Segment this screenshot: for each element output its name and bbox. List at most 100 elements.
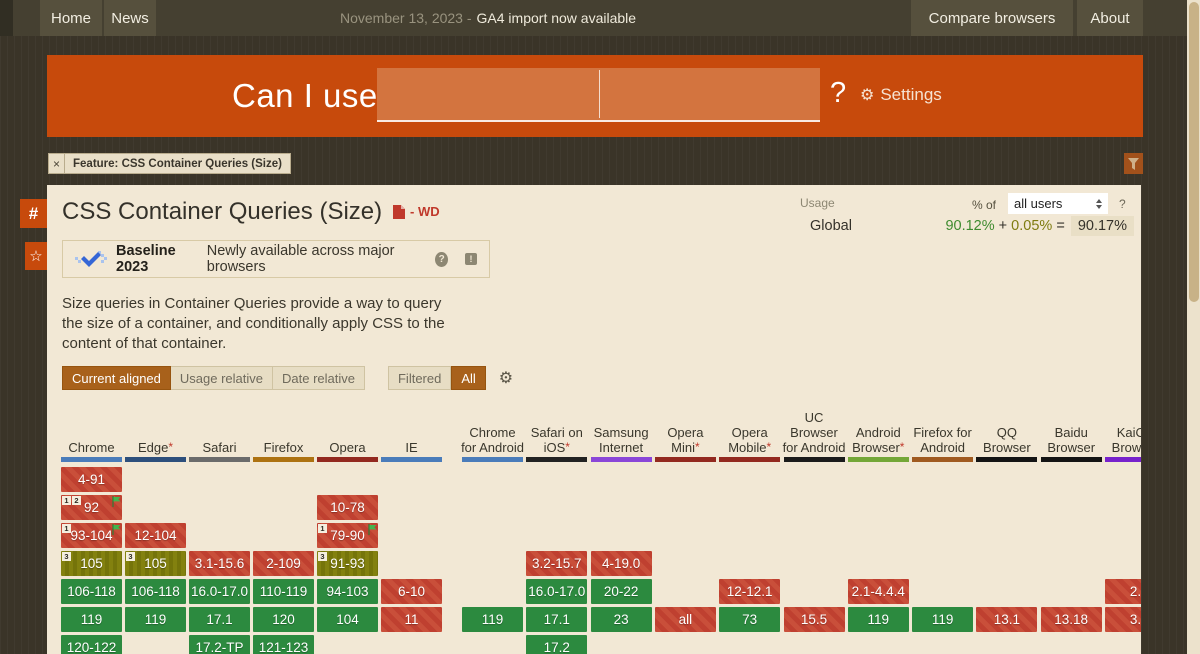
- note-badges: 1: [62, 524, 71, 533]
- usage-source-value: all users: [1014, 196, 1063, 211]
- nav-news[interactable]: News: [104, 0, 156, 36]
- browser-color-bar: [783, 457, 845, 462]
- support-cell[interactable]: 120: [253, 607, 314, 632]
- support-cell[interactable]: 121-123: [253, 635, 314, 654]
- support-cell[interactable]: 20-22: [590, 579, 652, 604]
- support-cell[interactable]: 2.: [1105, 579, 1141, 604]
- flag-icon: [112, 523, 121, 538]
- support-cell[interactable]: 3.2-15.7: [526, 551, 588, 576]
- nav-about[interactable]: About: [1077, 0, 1143, 36]
- page-scrollbar[interactable]: [1187, 0, 1200, 654]
- note-badges: 1: [318, 524, 327, 533]
- flag-icon: [112, 495, 121, 510]
- support-cell[interactable]: 79-90 1: [317, 523, 378, 548]
- tab-current-aligned[interactable]: Current aligned: [62, 366, 171, 390]
- support-cell[interactable]: 4-91: [61, 467, 122, 492]
- support-cell[interactable]: 2.1-4.4.4: [847, 579, 909, 604]
- support-cell[interactable]: 105 3: [125, 551, 186, 576]
- tab-all[interactable]: All: [451, 366, 486, 390]
- usage-help-icon[interactable]: ?: [1119, 197, 1126, 211]
- support-cell[interactable]: 17.2: [526, 635, 588, 654]
- support-cell[interactable]: 93-104 1: [61, 523, 122, 548]
- flag-icon: [368, 523, 377, 538]
- settings-label: Settings: [880, 85, 942, 104]
- site-header: Can I use ? ⚙ Settings: [47, 55, 1143, 137]
- support-cell[interactable]: 91-93 3: [317, 551, 378, 576]
- favorite-button[interactable]: ☆: [25, 242, 47, 270]
- browser-column-header: Opera Mini*: [667, 425, 704, 455]
- support-cell[interactable]: 13.1: [976, 607, 1038, 632]
- nav-home[interactable]: Home: [40, 0, 102, 36]
- support-cell[interactable]: 119: [847, 607, 909, 632]
- support-cell[interactable]: 119: [125, 607, 186, 632]
- spec-status: - WD: [410, 204, 440, 219]
- tab-filtered[interactable]: Filtered: [387, 366, 452, 390]
- support-cell[interactable]: 12-104: [125, 523, 186, 548]
- baseline-help-icon[interactable]: ?: [435, 251, 449, 267]
- support-cell[interactable]: 15.5: [783, 607, 845, 632]
- tab-date-relative[interactable]: Date relative: [273, 366, 365, 390]
- browser-column-header: Samsung Internet: [593, 425, 649, 455]
- permalink-button[interactable]: #: [20, 199, 47, 228]
- support-cell[interactable]: 119: [462, 607, 523, 632]
- support-cell[interactable]: 16.0-17.0: [526, 579, 588, 604]
- search-divider: [599, 70, 600, 118]
- tab-usage-relative[interactable]: Usage relative: [170, 366, 273, 390]
- usage-source-select[interactable]: all users: [1008, 193, 1108, 214]
- support-cell[interactable]: 94-103: [317, 579, 378, 604]
- support-cell[interactable]: 17.1: [189, 607, 250, 632]
- support-cell[interactable]: 16.0-17.0: [189, 579, 250, 604]
- support-cell[interactable]: 104: [317, 607, 378, 632]
- browser-column-header: Opera Mobile*: [728, 425, 772, 455]
- browser-column-header: Android Browser*: [852, 425, 905, 455]
- support-cell[interactable]: 23: [590, 607, 652, 632]
- usage-partial-value: 0.05%: [1011, 218, 1053, 234]
- browser-color-bar: [590, 457, 652, 462]
- support-cell[interactable]: 10-78: [317, 495, 378, 520]
- nav-compare-browsers[interactable]: Compare browsers: [911, 0, 1073, 36]
- browser-color-bar: [61, 457, 122, 462]
- support-cell[interactable]: 17.2-TP: [189, 635, 250, 654]
- support-cell[interactable]: 119: [912, 607, 974, 632]
- scrollbar-thumb[interactable]: [1188, 2, 1199, 302]
- support-cell[interactable]: 106-118: [125, 579, 186, 604]
- browser-column-header: Safari on iOS*: [530, 425, 583, 455]
- search-input-secondary[interactable]: [601, 68, 817, 120]
- support-cell[interactable]: 11: [381, 607, 442, 632]
- support-cell[interactable]: 119: [61, 607, 122, 632]
- support-cell[interactable]: 4-19.0: [590, 551, 652, 576]
- baseline-subtitle: Newly available across major browsers: [206, 243, 395, 275]
- close-icon[interactable]: ×: [48, 153, 65, 174]
- spec-link[interactable]: - WD: [393, 204, 440, 219]
- browser-column-header: KaiOS Browser: [1111, 425, 1141, 455]
- browser-column-header: Edge*: [137, 440, 174, 455]
- support-cell[interactable]: 3.1-15.6: [189, 551, 250, 576]
- support-cell[interactable]: 105 3: [61, 551, 122, 576]
- support-cell[interactable]: 13.18: [1040, 607, 1102, 632]
- support-cell[interactable]: 92 1 2: [61, 495, 122, 520]
- support-cell[interactable]: 73: [719, 607, 781, 632]
- feature-tag: × Feature: CSS Container Queries (Size): [48, 153, 291, 174]
- support-cell[interactable]: 12-12.1: [719, 579, 781, 604]
- usage-label: Usage: [800, 196, 835, 210]
- partial-note-asterisk: *: [766, 440, 772, 454]
- support-cell[interactable]: 3.: [1105, 607, 1141, 632]
- support-cell[interactable]: 120-122: [61, 635, 122, 654]
- support-cell[interactable]: 17.1: [526, 607, 588, 632]
- support-cell[interactable]: 106-118: [61, 579, 122, 604]
- browser-column-header: QQ Browser: [983, 425, 1031, 455]
- news-announcement[interactable]: November 13, 2023 - GA4 import now avail…: [340, 0, 636, 36]
- support-cell[interactable]: 6-10: [381, 579, 442, 604]
- support-cell[interactable]: 2-109: [253, 551, 314, 576]
- partial-note-asterisk: *: [168, 440, 174, 454]
- site-logo[interactable]: Can I use: [232, 77, 378, 114]
- search-input[interactable]: [377, 68, 597, 120]
- usage-values: 90.12% + 0.05% = 90.17%: [47, 216, 1134, 236]
- settings-button[interactable]: ⚙ Settings: [860, 85, 942, 105]
- partial-note-asterisk: *: [899, 440, 905, 454]
- support-cell[interactable]: 110-119: [253, 579, 314, 604]
- support-cell[interactable]: all: [654, 607, 716, 632]
- table-settings-gear-icon[interactable]: ⚙: [498, 370, 514, 387]
- baseline-feedback-icon[interactable]: !: [465, 253, 477, 265]
- filter-button[interactable]: [1124, 153, 1143, 174]
